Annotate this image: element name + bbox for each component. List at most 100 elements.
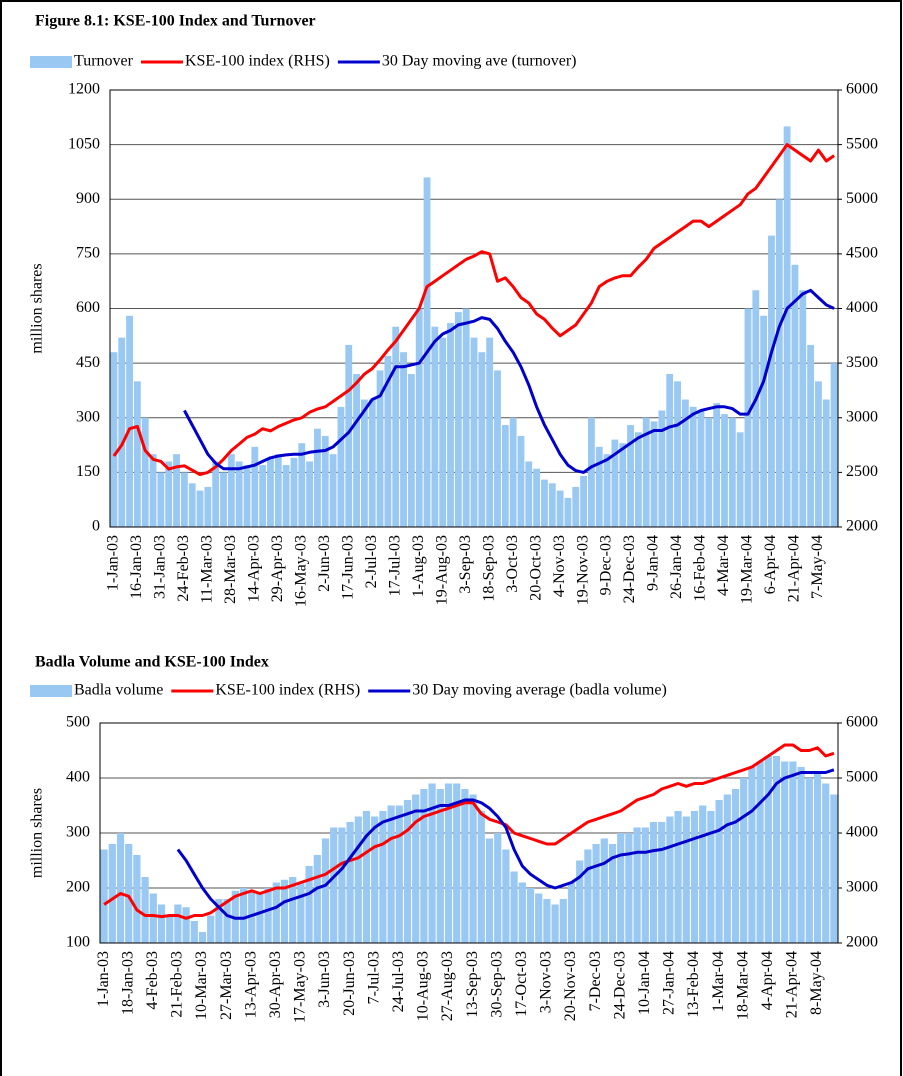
bar: [141, 417, 149, 527]
bar: [633, 827, 641, 943]
bar: [453, 783, 461, 943]
bar: [403, 800, 412, 943]
bar: [330, 827, 338, 943]
bar: [376, 370, 384, 527]
bar: [469, 794, 477, 943]
bar: [658, 822, 666, 943]
x-tick-label: 7-May-04: [809, 535, 826, 599]
bar: [535, 893, 543, 943]
bar: [666, 374, 674, 527]
bar: [584, 849, 592, 943]
legend-label: 30 Day moving average (badla volume): [412, 682, 667, 699]
bar: [198, 932, 207, 943]
bar: [509, 417, 517, 527]
bar: [740, 778, 748, 943]
bar: [392, 326, 400, 527]
bar: [338, 827, 346, 943]
bar: [239, 888, 248, 943]
bar: [502, 849, 510, 943]
bar: [650, 421, 658, 527]
x-tick-label: 4-Apr-04: [759, 951, 776, 1010]
bar: [243, 465, 251, 527]
bar: [166, 915, 174, 943]
bar: [608, 844, 617, 943]
x-tick-label: 17-Jul-03: [386, 535, 403, 596]
bar: [595, 446, 603, 527]
bar: [387, 805, 395, 943]
y-tick-label: 1050: [68, 135, 100, 152]
y2-tick-label: 2000: [846, 934, 878, 951]
bar: [559, 899, 567, 943]
bar: [190, 921, 198, 943]
bar: [297, 882, 305, 943]
bar: [298, 443, 306, 527]
bar: [485, 838, 494, 943]
legend-label: Turnover: [74, 53, 134, 70]
bar: [264, 888, 272, 943]
y2-tick-label: 5000: [846, 190, 878, 207]
y-tick-label: 150: [76, 463, 100, 480]
chart-title: Figure 8.1: KSE-100 Index and Turnover: [35, 13, 316, 30]
bar: [783, 126, 791, 528]
x-tick-label: 17-Oct-03: [513, 951, 530, 1017]
x-tick-label: 19-Nov-03: [574, 535, 591, 605]
x-tick-label: 28-Mar-03: [222, 535, 239, 604]
y-tick-label: 600: [76, 299, 100, 316]
x-tick-label: 21-Apr-04: [786, 535, 803, 602]
bar: [576, 860, 584, 943]
bar: [744, 308, 752, 527]
bar: [748, 767, 756, 943]
x-tick-label: 16-Jan-03: [128, 535, 145, 599]
bar: [371, 816, 379, 943]
bar: [282, 465, 290, 527]
bar: [689, 406, 697, 527]
bar: [141, 877, 149, 943]
bar: [642, 417, 650, 527]
x-tick-label: 2-Jul-03: [363, 535, 380, 588]
y2-tick-label: 3000: [846, 879, 878, 896]
bar: [180, 472, 188, 527]
bar: [384, 355, 392, 527]
bar: [368, 399, 376, 527]
y-tick-label: 1200: [68, 81, 100, 98]
y-tick-label: 400: [66, 769, 90, 786]
y-tick-label: 300: [66, 824, 90, 841]
bar: [627, 425, 634, 527]
bar: [196, 490, 204, 527]
bar: [713, 403, 721, 527]
bar: [220, 472, 227, 527]
bar: [215, 899, 223, 943]
bar: [797, 767, 805, 943]
x-tick-label: 4-Feb-03: [144, 951, 161, 1010]
bar: [461, 789, 469, 943]
y-tick-label: 200: [66, 879, 90, 896]
plot-frame: [109, 89, 839, 528]
x-tick-label: 3-Nov-03: [538, 951, 555, 1013]
bar: [541, 479, 548, 527]
bar: [182, 907, 190, 943]
y2-tick-label: 6000: [846, 714, 878, 731]
bar: [431, 326, 439, 527]
x-tick-label: 21-Feb-03: [169, 951, 186, 1018]
bar: [223, 899, 231, 943]
bar: [699, 805, 707, 943]
x-tick-label: 24-Feb-03: [175, 535, 192, 602]
bar: [658, 410, 666, 527]
x-tick-label: 9-Jan-04: [645, 535, 662, 591]
bar: [395, 805, 403, 943]
x-tick-label: 16-Feb-04: [692, 535, 709, 602]
bar: [768, 235, 775, 527]
line: [183, 288, 835, 474]
x-tick-label: 10-Mar-03: [193, 951, 210, 1020]
bar: [526, 888, 535, 943]
bar: [407, 374, 415, 527]
x-tick-label: 4-Nov-03: [551, 535, 568, 597]
x-tick-label: 26-Jan-04: [668, 535, 685, 599]
bar: [125, 844, 133, 943]
bar: [564, 497, 572, 527]
bar: [543, 899, 551, 943]
bar: [705, 417, 713, 527]
bar: [822, 399, 830, 527]
